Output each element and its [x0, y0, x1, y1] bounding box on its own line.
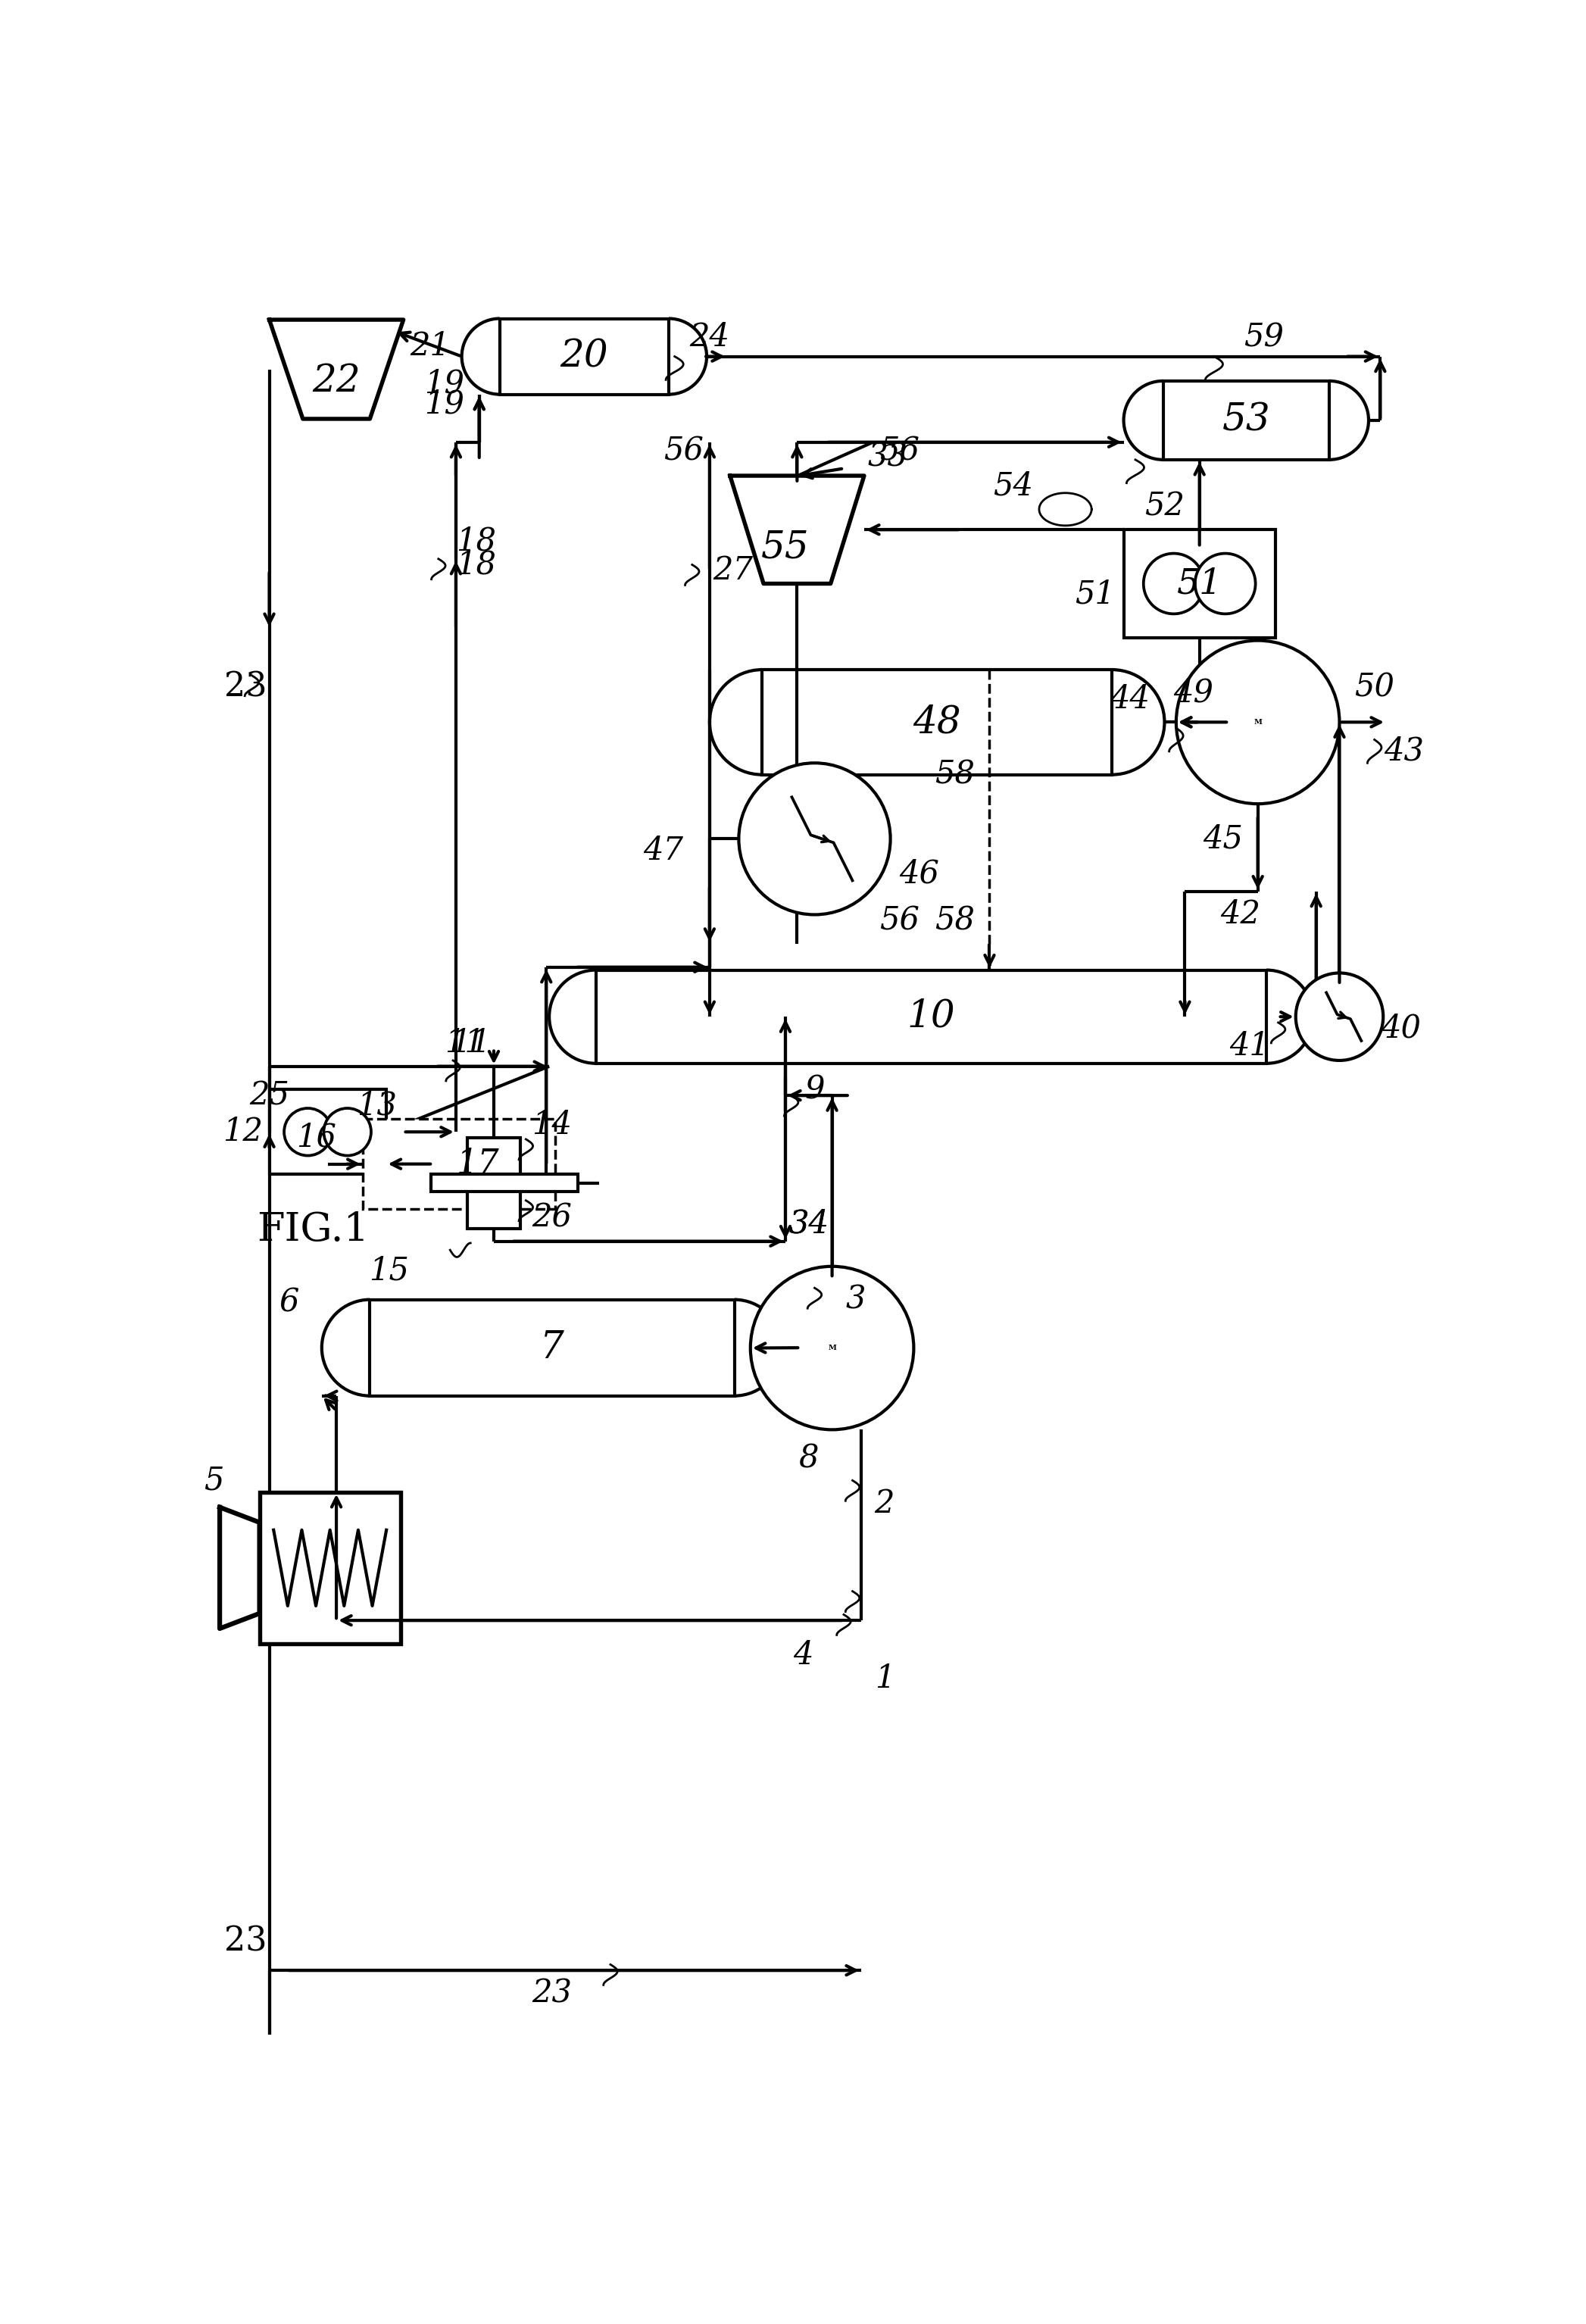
- Text: 56: 56: [663, 435, 704, 467]
- Text: 16: 16: [297, 1122, 336, 1153]
- Text: 53: 53: [1221, 402, 1270, 439]
- Text: 1: 1: [874, 1664, 895, 1694]
- Text: 34: 34: [788, 1208, 829, 1239]
- Text: 43: 43: [1383, 734, 1424, 767]
- Text: 21: 21: [409, 330, 450, 363]
- Text: 48: 48: [914, 704, 961, 741]
- Text: 51: 51: [1074, 579, 1115, 611]
- Text: 25: 25: [249, 1081, 289, 1111]
- Text: M: M: [828, 1346, 836, 1353]
- Circle shape: [1144, 553, 1204, 614]
- Text: 59: 59: [1243, 321, 1283, 353]
- Text: 7: 7: [541, 1329, 565, 1367]
- Text: 58: 58: [934, 758, 975, 790]
- Bar: [763, 669, 1112, 774]
- Text: 50: 50: [1354, 672, 1394, 704]
- Text: 11: 11: [444, 1027, 485, 1060]
- Polygon shape: [220, 1508, 260, 1629]
- Text: 15: 15: [370, 1255, 409, 1287]
- Circle shape: [284, 1109, 331, 1155]
- Text: 34: 34: [788, 1208, 829, 1239]
- Text: 23: 23: [531, 1978, 573, 2010]
- Circle shape: [324, 1109, 371, 1155]
- Text: 44: 44: [1110, 683, 1150, 716]
- Bar: [468, 1139, 520, 1229]
- Text: M: M: [1253, 718, 1262, 725]
- Bar: [431, 1174, 577, 1192]
- Text: 54: 54: [993, 469, 1032, 502]
- Text: 9: 9: [804, 1074, 825, 1106]
- Text: FIG.1: FIG.1: [257, 1211, 370, 1248]
- Text: 3: 3: [845, 1283, 866, 1315]
- Text: 33: 33: [868, 442, 907, 472]
- Text: 41: 41: [1229, 1030, 1269, 1062]
- Text: 55: 55: [761, 528, 809, 567]
- Text: 20: 20: [560, 337, 609, 374]
- Text: 12: 12: [224, 1116, 263, 1148]
- Text: 42: 42: [1220, 899, 1261, 930]
- Text: 5: 5: [205, 1464, 224, 1497]
- Text: 22: 22: [312, 363, 360, 400]
- Bar: [596, 969, 1267, 1064]
- Text: 46: 46: [899, 858, 939, 890]
- Bar: [270, 1090, 385, 1174]
- Text: 10: 10: [907, 997, 955, 1037]
- Circle shape: [739, 762, 890, 916]
- Polygon shape: [270, 321, 403, 418]
- Text: 23: 23: [225, 672, 268, 704]
- Text: 2: 2: [874, 1487, 895, 1520]
- Text: 19: 19: [423, 388, 465, 421]
- Text: 8: 8: [799, 1443, 818, 1476]
- Circle shape: [1177, 641, 1340, 804]
- Text: 24: 24: [690, 321, 730, 353]
- Text: 14: 14: [531, 1109, 573, 1141]
- Circle shape: [1196, 553, 1256, 614]
- Text: 18: 18: [457, 525, 496, 558]
- Text: 27: 27: [712, 555, 753, 586]
- Text: 58: 58: [934, 904, 975, 937]
- Text: 56: 56: [879, 904, 920, 937]
- Circle shape: [750, 1267, 914, 1429]
- Text: 52: 52: [1145, 490, 1185, 523]
- Text: 6: 6: [279, 1287, 300, 1318]
- Text: 23: 23: [225, 1924, 268, 1957]
- Text: 13: 13: [357, 1090, 396, 1122]
- Circle shape: [1296, 974, 1383, 1060]
- Bar: [370, 1299, 734, 1397]
- Text: 47: 47: [642, 834, 684, 867]
- Bar: [1123, 530, 1275, 637]
- Polygon shape: [730, 476, 864, 583]
- Text: 19: 19: [423, 367, 465, 400]
- Text: 49: 49: [1174, 676, 1213, 709]
- Text: 4: 4: [793, 1638, 814, 1671]
- Text: 51: 51: [1177, 567, 1223, 602]
- Text: 45: 45: [1202, 823, 1243, 855]
- Bar: [500, 318, 669, 395]
- Text: 26: 26: [531, 1202, 573, 1234]
- Text: 11: 11: [450, 1027, 490, 1060]
- Text: 40: 40: [1381, 1013, 1421, 1043]
- Text: 17: 17: [457, 1148, 500, 1181]
- Bar: [1163, 381, 1329, 460]
- Text: 18: 18: [457, 548, 496, 581]
- Bar: [363, 1118, 555, 1208]
- Bar: [260, 1492, 401, 1643]
- Text: 56: 56: [879, 435, 920, 467]
